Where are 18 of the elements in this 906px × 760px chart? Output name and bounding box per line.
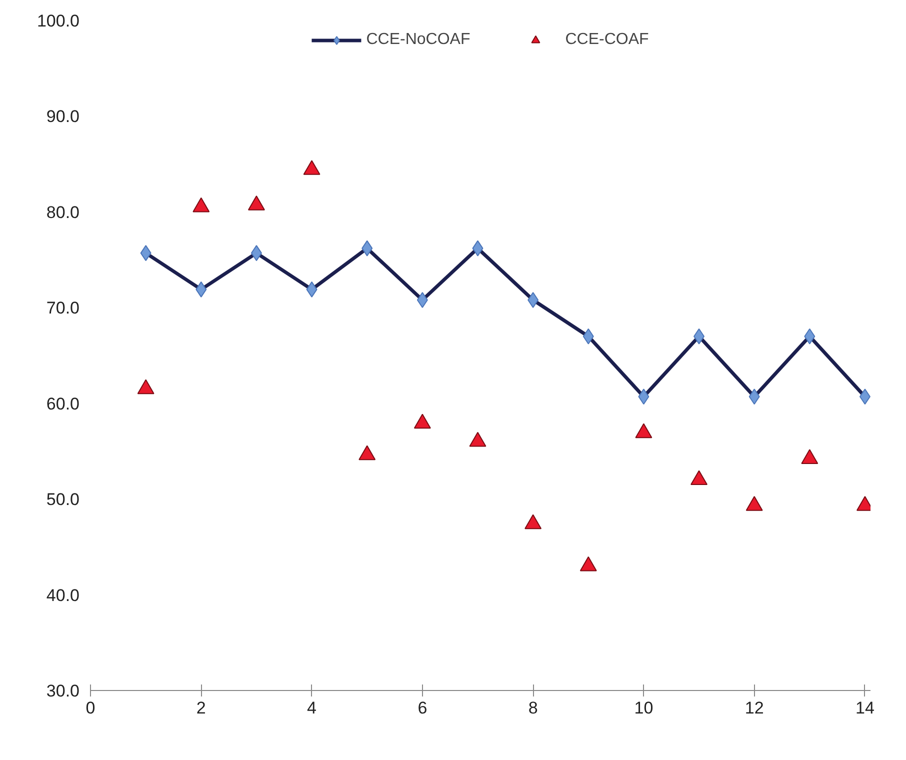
x-tick-label: 2 — [196, 698, 206, 718]
y-tick-label: 30.0 — [46, 682, 80, 700]
y-tick-label: 40.0 — [46, 586, 80, 605]
y-tick-label: 80.0 — [46, 202, 80, 222]
y-tick-label: 100.0 — [36, 12, 80, 30]
x-tick-label: 12 — [744, 698, 764, 718]
y-tick-label: 50.0 — [46, 490, 80, 510]
y-tick-label: 70.0 — [46, 298, 80, 318]
x-tick-label: 4 — [307, 698, 317, 718]
legend-label: CCE-COAF — [565, 31, 649, 49]
x-tick-label: 8 — [528, 698, 538, 718]
y-tick-label: 60.0 — [46, 394, 80, 414]
x-tick-label: 10 — [634, 698, 654, 718]
x-tick-label: 14 — [856, 698, 874, 718]
y-tick-label: 90.0 — [46, 107, 80, 126]
legend-label: CCE-NoCOAF — [366, 31, 470, 49]
x-tick-label: 6 — [418, 698, 428, 718]
x-tick-label: 0 — [86, 698, 96, 718]
